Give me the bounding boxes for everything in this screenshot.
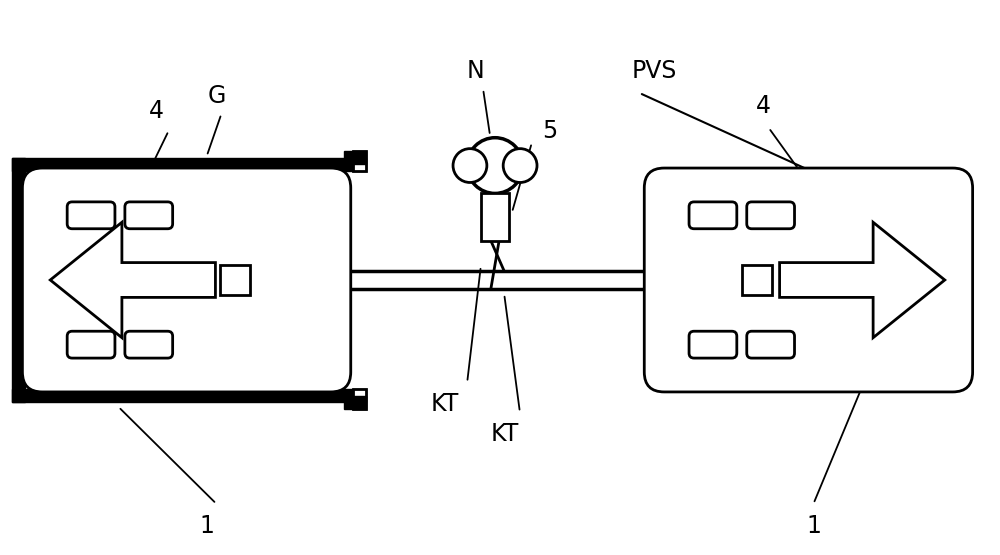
Circle shape [467,138,523,194]
FancyBboxPatch shape [125,202,173,229]
FancyBboxPatch shape [67,202,115,229]
Bar [12,158,366,171]
Circle shape [503,149,537,183]
FancyBboxPatch shape [689,331,737,358]
Text: PVS: PVS [632,59,677,83]
FancyBboxPatch shape [67,331,115,358]
Bar [220,265,250,295]
FancyBboxPatch shape [747,202,795,229]
Text: 4: 4 [149,99,164,123]
Bar [742,265,772,295]
Bar [344,151,366,164]
Bar [481,194,509,241]
FancyBboxPatch shape [125,331,173,358]
FancyBboxPatch shape [747,331,795,358]
Bar [12,158,25,402]
Polygon shape [50,223,215,337]
Bar [12,389,366,402]
Text: KT: KT [431,392,459,416]
Bar [353,151,366,171]
Bar [353,389,366,409]
Text: 5: 5 [542,119,557,143]
Text: 4: 4 [756,94,771,118]
Text: G: G [207,84,226,108]
Circle shape [453,149,487,183]
Text: 1: 1 [806,514,821,538]
Text: 1: 1 [199,514,214,538]
FancyBboxPatch shape [644,168,973,392]
FancyBboxPatch shape [22,168,351,392]
Text: N: N [466,59,484,83]
Text: KT: KT [491,422,519,446]
Polygon shape [780,223,945,337]
Bar [344,396,366,409]
FancyBboxPatch shape [689,202,737,229]
